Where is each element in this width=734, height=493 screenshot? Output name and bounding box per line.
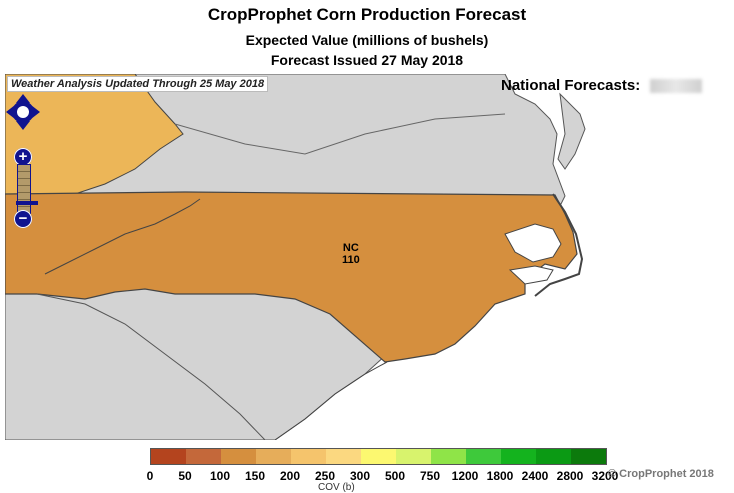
map-canvas [5,74,729,440]
state-abbr-nc: NC [342,242,359,254]
forecast-issued-date: Forecast Issued 27 May 2018 [270,52,464,68]
state-boundary-line [44,198,201,275]
national-forecasts-label: National Forecasts: [501,77,641,94]
pan-arrows-icon[interactable] [6,94,40,130]
zoom-control[interactable]: + − [14,148,38,228]
zoom-slider-handle[interactable] [16,201,38,205]
legend-swatch [291,449,326,464]
legend-tick-label: 1800 [486,469,514,483]
page-subtitle: Expected Value (millions of bushels) [245,32,489,48]
albemarle-sound [508,265,554,285]
legend-tick-label: 3200 [591,469,619,483]
legend-swatch [256,449,291,464]
state-value-nc: 110 [342,254,360,266]
legend-swatch [571,449,606,464]
legend-swatch [536,449,571,464]
region-nc [5,191,578,363]
national-forecast-value-redacted [650,79,703,94]
pan-control[interactable] [6,94,40,130]
county-border [174,113,506,155]
legend-swatch [431,449,466,464]
region-sc [36,293,266,440]
legend-tick-label: 300 [349,469,371,483]
legend-tick-label: 100 [209,469,231,483]
weather-update-note: Weather Analysis Updated Through 25 May … [7,76,269,92]
legend-swatch [221,449,256,464]
delmarva-peninsula [557,92,586,170]
page-title: CropProphet Corn Production Forecast [207,5,527,24]
legend-tick-label: 2800 [556,469,584,483]
map-view[interactable] [5,74,729,440]
legend-tick-label: 750 [419,469,441,483]
zoom-in-button[interactable]: + [14,148,32,166]
legend-swatch [326,449,361,464]
zoom-slider-track[interactable] [16,164,38,214]
zoom-out-button[interactable]: − [14,210,32,228]
legend-tick-label: 150 [244,469,266,483]
state-label-nc: NC 110 [342,242,360,266]
legend-swatch [466,449,501,464]
legend-swatch [396,449,431,464]
legend-swatch [151,449,186,464]
legend-swatch [501,449,536,464]
legend-tick-label: 500 [384,469,406,483]
legend-tick-label: 2400 [521,469,549,483]
outer-banks [534,193,584,297]
legend-swatch [186,449,221,464]
legend-tick-label: 50 [178,469,192,483]
legend-tick-label: 0 [146,469,154,483]
legend-tick-label: 1200 [451,469,479,483]
legend-tick-label: 200 [279,469,301,483]
national-forecasts: National Forecasts: [501,77,703,94]
legend-swatch [361,449,396,464]
coastline-south [274,361,388,440]
pamlico-sound [504,223,562,263]
copyright-notice: © CropProphet 2018 [608,468,714,480]
legend-color-bar [150,448,607,465]
legend-tick-label: 250 [314,469,336,483]
